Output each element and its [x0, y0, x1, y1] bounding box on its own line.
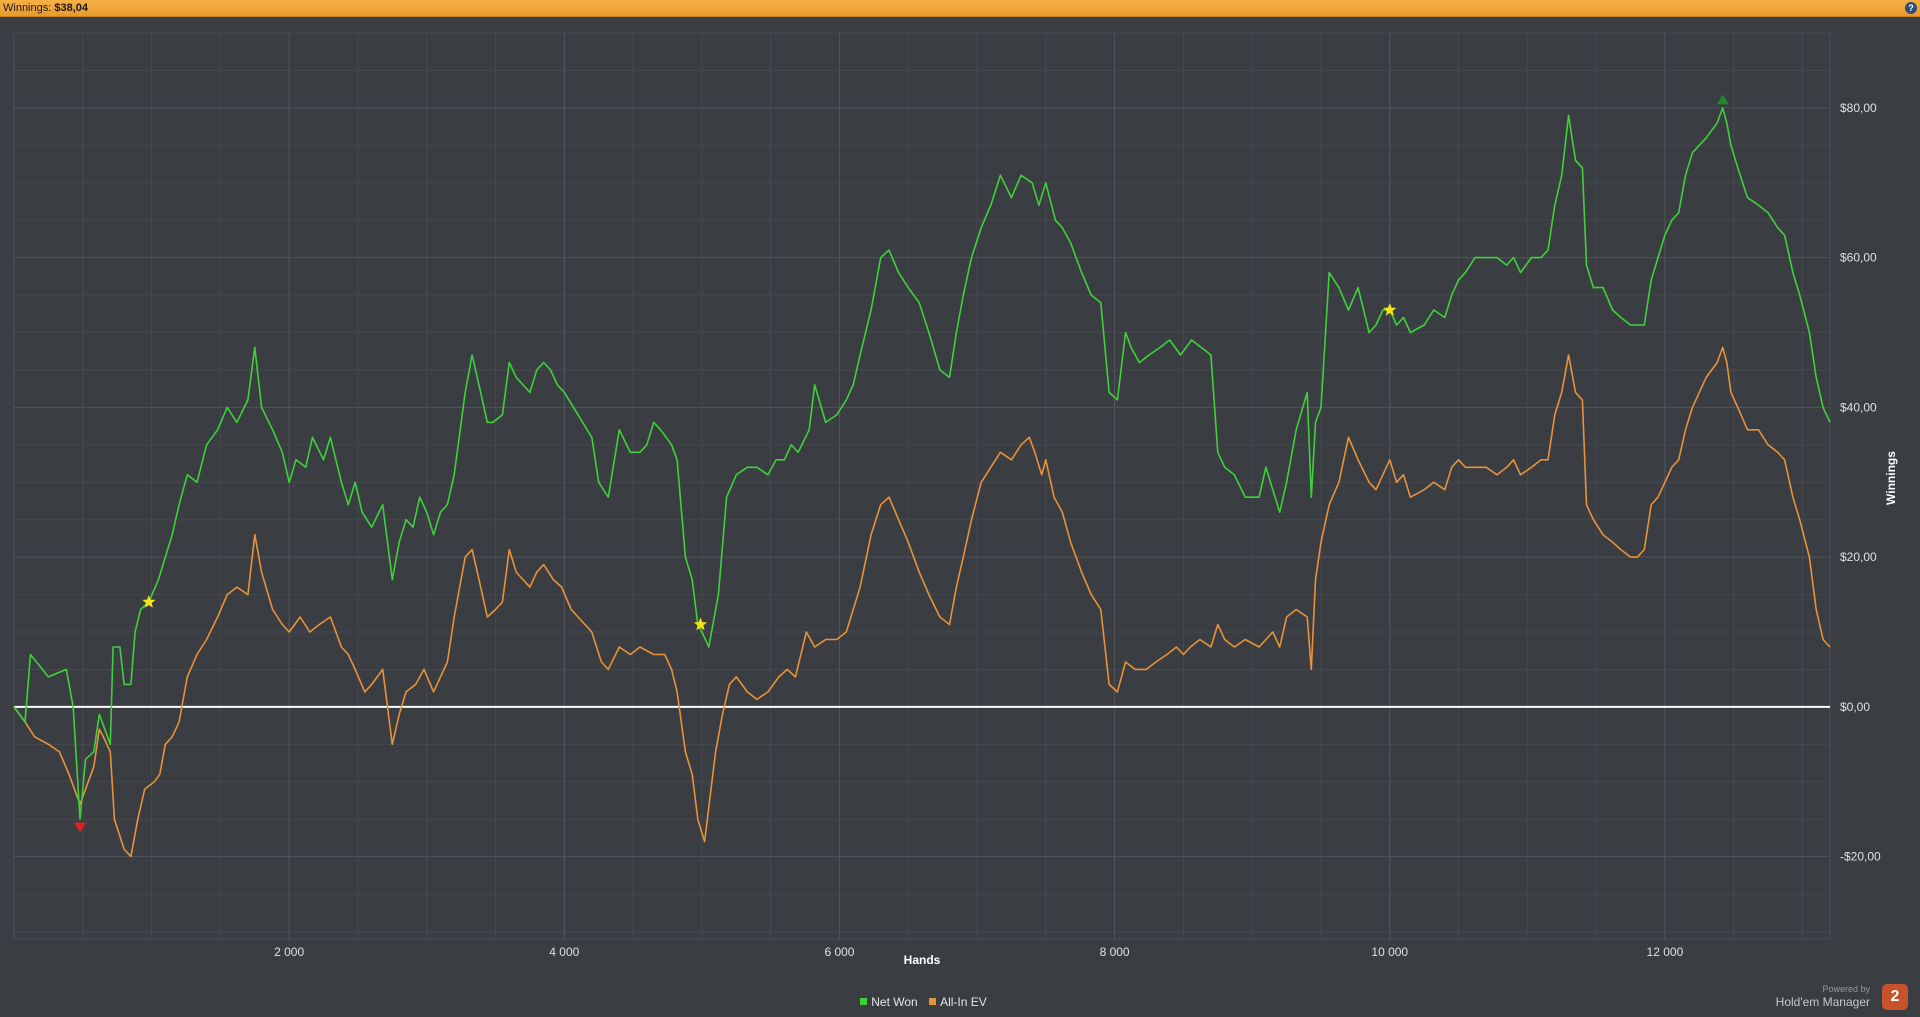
y-tick-label: $60,00: [1840, 251, 1877, 265]
legend-item-net-won[interactable]: Net Won: [860, 995, 921, 1009]
x-tick-label: 10 000: [1371, 945, 1408, 959]
x-tick-label: 2 000: [274, 945, 304, 959]
x-tick-label: 4 000: [549, 945, 579, 959]
legend-label-all-in-ev: All-In EV: [940, 995, 987, 1009]
x-tick-label: 6 000: [824, 945, 854, 959]
header-bar: Winnings: $38,04 ?: [0, 0, 1920, 17]
winnings-summary: Winnings: $38,04: [3, 2, 88, 14]
x-tick-label: 8 000: [1100, 945, 1130, 959]
x-axis-label: Hands: [904, 953, 941, 967]
triangle-up-marker-icon: [1716, 94, 1729, 105]
y-tick-label: $20,00: [1840, 550, 1877, 564]
brand-badge: Powered by Hold'em Manager 2: [1760, 983, 1910, 1013]
legend-swatch-net-won: [860, 998, 868, 1005]
series-line-all-in-ev: [13, 346, 1831, 858]
winnings-value: $38,04: [54, 2, 89, 14]
hem2-logo-icon: 2: [1882, 984, 1908, 1010]
series-line-net-won: [13, 107, 1831, 820]
series-lines: [13, 107, 1831, 858]
legend-swatch-all-in-ev: [929, 998, 937, 1005]
winnings-label: Winnings:: [3, 2, 52, 14]
chart-legend: Net Won All-In EV: [0, 995, 1847, 1009]
winnings-chart: 2 000 4 000 6 000 8 000 10 000 12 000 -$20,00 $…: [13, 32, 1898, 967]
plot-area: [13, 32, 1831, 940]
legend-item-all-in-ev[interactable]: All-In EV: [929, 995, 987, 1009]
y-axis-label: Winnings: [1884, 451, 1898, 505]
axis-ticks: 2 000 4 000 6 000 8 000 10 000 12 000 -$20,00 $…: [274, 101, 1881, 959]
event-markers: [74, 94, 1729, 833]
star-marker-icon: [142, 595, 156, 608]
powered-by-text: Powered by: [1822, 984, 1870, 994]
triangle-down-marker-icon: [74, 822, 87, 833]
y-tick-label: $40,00: [1840, 400, 1877, 414]
legend-label-net-won: Net Won: [871, 995, 918, 1009]
y-tick-label: $80,00: [1840, 101, 1877, 115]
x-tick-label: 12 000: [1647, 945, 1684, 959]
y-tick-label: -$20,00: [1840, 850, 1881, 864]
help-icon[interactable]: ?: [1905, 2, 1917, 14]
star-marker-icon: [693, 617, 708, 631]
star-marker-icon: [1383, 303, 1397, 316]
y-tick-label: $0,00: [1840, 700, 1870, 714]
grid: [14, 32, 1830, 939]
product-name: Hold'em Manager: [1775, 995, 1870, 1009]
